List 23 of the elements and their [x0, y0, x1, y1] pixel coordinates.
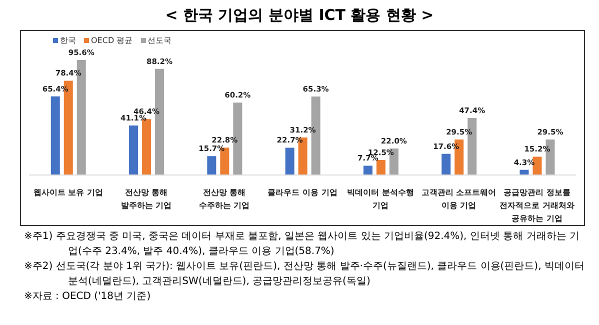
x-tick-label: 전산망 통해 발주하는 기업: [120, 188, 172, 210]
text: ※자료 : OECD ('18년 기준): [24, 290, 152, 304]
bar: [207, 156, 216, 175]
x-tick-label: 클라우드 이용 기업: [268, 188, 338, 197]
x-tick-label: 고객관리 소프트웨어 이용 기업: [421, 188, 496, 210]
bar: [363, 166, 372, 175]
bar: [142, 119, 152, 175]
legend-label: 한국: [59, 35, 76, 46]
text: ※주1) 주요경쟁국 중 미국, 중국은 데이터 부재로 불포함, 일본은 웹사이트 있는 기업비율(92.4%), 인터넷 통해 거래하는 기업(수주 23.4%, 발주 40.4%), 클라우드 이용 기업(58.7%): [24, 230, 580, 259]
legend-label: 선도국: [146, 35, 172, 46]
x-tick-label: 공급망관리 정보를 전자적으로 거래처와 공유하는 기업: [500, 188, 574, 223]
bar: [376, 160, 386, 175]
bar: [285, 148, 294, 175]
x-tick-label: 웹사이트 보유 기업: [33, 188, 103, 197]
x-tick-label: 전산망 통해 수주하는 기업: [198, 188, 250, 210]
bar: [532, 156, 542, 175]
bar: [129, 126, 138, 175]
x-tick-label: 빅데이터 분석수행 기업: [347, 188, 414, 210]
bar: [442, 154, 451, 175]
bar: [50, 96, 60, 175]
text: ※주2) 선도국(각 분야 1위 국가): 웹사이트 보유(핀란드), 전산망 통해 발주·수주(뉴질랜드), 클라우드 이용(핀란드), 빅데이터 분석(네덜란드), 고객관리SW(네덜란드), 공급망관리정보공유(독일): [24, 260, 586, 289]
chart-title: < 한국 기업의 분야별 ICT 활용 현황 >: [164, 5, 435, 26]
legend-label: OECD 평균: [90, 35, 133, 46]
